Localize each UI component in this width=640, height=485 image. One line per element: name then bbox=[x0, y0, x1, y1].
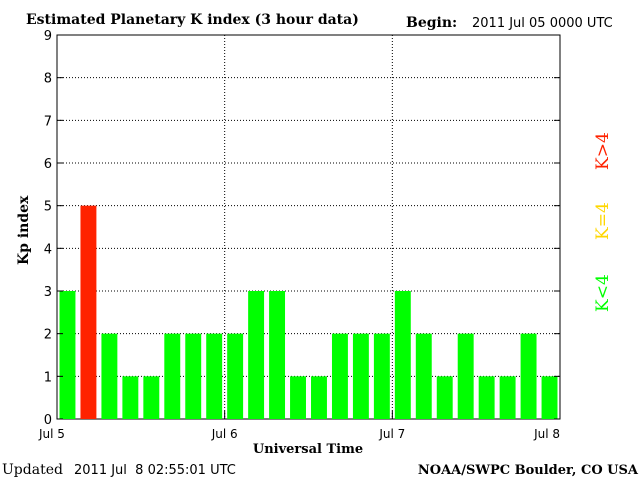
kp-bar bbox=[185, 333, 202, 419]
kp-bar bbox=[248, 291, 265, 419]
kp-bar bbox=[227, 333, 244, 419]
kp-bar bbox=[478, 376, 495, 419]
chart-title: Estimated Planetary K index (3 hour data… bbox=[26, 12, 359, 28]
bars-group bbox=[59, 205, 558, 419]
updated-label: Updated bbox=[2, 462, 63, 478]
kp-bar bbox=[499, 376, 516, 419]
plot-frame bbox=[56, 34, 561, 420]
gridlines bbox=[57, 35, 560, 419]
y-tick-label: 7 bbox=[44, 114, 52, 129]
updated-value: 2011 Jul 8 02:55:01 UTC bbox=[74, 463, 236, 478]
kp-bar bbox=[331, 333, 348, 419]
y-tick-label: 0 bbox=[44, 413, 52, 428]
kp-bar bbox=[436, 376, 453, 419]
kp-bar bbox=[457, 333, 474, 419]
x-axis-label: Universal Time bbox=[253, 442, 363, 457]
legend-below-4: K<4 bbox=[593, 274, 613, 312]
kp-bar bbox=[415, 333, 432, 419]
y-tick-label: 6 bbox=[44, 157, 52, 172]
kp-bar bbox=[143, 376, 160, 419]
x-tick-label: Jul 5 bbox=[38, 427, 65, 441]
legend-above-4: K>4 bbox=[593, 132, 613, 170]
y-tick-label: 5 bbox=[44, 200, 52, 215]
kp-bar bbox=[59, 291, 76, 419]
y-ticks: 0 1 2 3 4 5 6 7 8 9 bbox=[44, 29, 560, 428]
x-tick-label: Jul 6 bbox=[211, 427, 238, 441]
y-tick-label: 3 bbox=[44, 285, 52, 300]
kp-bar bbox=[290, 376, 306, 419]
source-credit: NOAA/SWPC Boulder, CO USA bbox=[418, 463, 639, 478]
kp-bar bbox=[164, 333, 181, 419]
kp-bar bbox=[311, 376, 327, 419]
kp-bar bbox=[373, 333, 390, 419]
kp-bar bbox=[394, 291, 411, 419]
y-tick-label: 9 bbox=[44, 29, 52, 44]
kp-bar bbox=[269, 291, 286, 419]
kp-bar bbox=[541, 376, 558, 419]
kp-bar bbox=[122, 376, 139, 419]
x-ticks: Jul 5 Jul 6 Jul 7 Jul 8 bbox=[38, 411, 561, 441]
x-tick-label: Jul 7 bbox=[378, 427, 405, 441]
legend-equal-4: K=4 bbox=[593, 202, 613, 240]
kp-bar bbox=[206, 333, 223, 419]
y-tick-label: 8 bbox=[44, 72, 52, 87]
x-tick-label: Jul 8 bbox=[533, 427, 560, 441]
kp-bar bbox=[80, 205, 97, 419]
begin-label: Begin: bbox=[406, 15, 457, 31]
begin-value: 2011 Jul 05 0000 UTC bbox=[472, 16, 613, 31]
kp-bar bbox=[101, 333, 118, 419]
y-tick-label: 4 bbox=[44, 242, 52, 257]
kp-bar bbox=[352, 333, 369, 419]
kp-bar bbox=[520, 333, 537, 419]
y-axis-label: Kp index bbox=[16, 195, 32, 265]
y-tick-label: 2 bbox=[44, 328, 52, 343]
y-tick-label: 1 bbox=[44, 370, 52, 385]
